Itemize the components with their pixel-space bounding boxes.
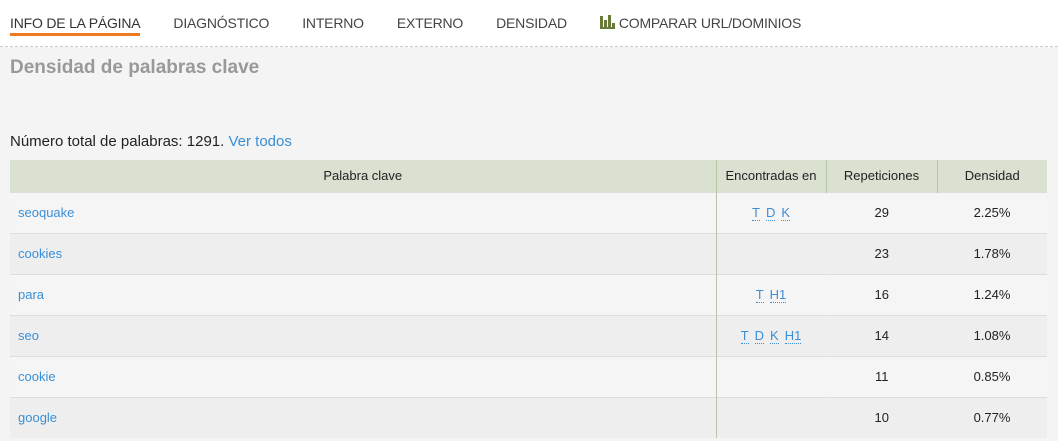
density-cell: 2.25%: [937, 191, 1047, 233]
keyword-link[interactable]: seoquake: [18, 205, 75, 220]
table-row: seo T D K H1 14 1.08%: [10, 314, 1047, 356]
keyword-cell: cookies: [10, 232, 716, 274]
tab-label: INTERNO: [302, 15, 364, 31]
found-in-cell: [715, 396, 826, 438]
header-keyword[interactable]: Palabra clave: [10, 160, 716, 192]
section-title: Densidad de palabras clave: [10, 57, 260, 78]
table-row: para T H1 16 1.24%: [10, 273, 1047, 315]
found-in-tag[interactable]: D: [765, 205, 776, 221]
tab-external[interactable]: EXTERNO: [397, 0, 463, 46]
total-words: Número total de palabras: 1291. Ver todo…: [0, 133, 1058, 160]
keyword-cell: para: [10, 273, 716, 315]
found-in-cell: T H1: [715, 273, 826, 315]
keyword-link[interactable]: seo: [18, 328, 39, 343]
see-all-link[interactable]: Ver todos: [228, 133, 292, 150]
tab-label: EXTERNO: [396, 15, 464, 31]
found-in-tag[interactable]: D: [754, 328, 765, 344]
found-in-tag[interactable]: K: [781, 205, 790, 221]
repetitions-cell: 14: [826, 314, 937, 356]
table-row: cookies 23 1.78%: [10, 232, 1047, 274]
found-in-cell: [715, 355, 826, 397]
found-in-cell: T D K H1: [715, 314, 826, 356]
keyword-cell: cookie: [10, 355, 716, 397]
keyword-link[interactable]: google: [18, 410, 58, 426]
header-found-in[interactable]: Encontradas en: [715, 160, 826, 192]
density-cell: 1.08%: [937, 314, 1047, 356]
tab-label: DENSIDAD: [496, 15, 567, 31]
header-density[interactable]: Densidad: [936, 160, 1047, 192]
keyword-link[interactable]: para: [18, 287, 45, 302]
keyword-link[interactable]: cookie: [18, 369, 56, 384]
density-cell: 0.85%: [937, 355, 1047, 397]
repetitions-cell: 11: [826, 355, 937, 397]
keyword-cell: seo: [10, 314, 716, 356]
top-nav: INFO DE LA PÁGINA DIAGNÓSTICO INTERNO EX…: [0, 0, 1058, 47]
found-in-tag[interactable]: K: [770, 328, 779, 344]
tab-page-info[interactable]: INFO DE LA PÁGINA: [10, 0, 141, 46]
table-row: cookie 11 0.85%: [10, 355, 1047, 397]
found-in-tag[interactable]: T: [751, 205, 760, 221]
tab-internal[interactable]: INTERNO: [302, 0, 364, 46]
density-cell: 0.77%: [937, 396, 1047, 438]
keyword-cell: seoquake: [10, 191, 716, 233]
tab-label: COMPARAR URL/DOMINIOS: [618, 15, 802, 31]
found-in-tag[interactable]: H1: [769, 287, 787, 303]
tab-label: DIAGNÓSTICO: [173, 15, 270, 31]
tab-density[interactable]: DENSIDAD: [496, 0, 567, 46]
tab-label: INFO DE LA PÁGINA: [10, 15, 141, 31]
tab-compare[interactable]: COMPARAR URL/DOMINIOS: [599, 0, 802, 46]
density-cell: 1.78%: [937, 232, 1047, 274]
repetitions-cell: 23: [826, 232, 937, 274]
density-cell: 1.24%: [937, 273, 1047, 315]
found-in-tag[interactable]: T: [740, 328, 749, 344]
found-in-tag[interactable]: H1: [784, 328, 802, 344]
bar-chart-icon: [599, 15, 615, 29]
keyword-cell: google: [10, 396, 716, 438]
tab-diagnostics[interactable]: DIAGNÓSTICO: [173, 0, 269, 46]
found-in-cell: [715, 232, 826, 274]
repetitions-cell: 29: [826, 191, 937, 233]
keyword-density-table: Palabra clave Encontradas en Repeticione…: [10, 160, 1047, 438]
found-in-tag[interactable]: T: [755, 287, 764, 303]
header-repetitions[interactable]: Repeticiones: [825, 160, 937, 192]
repetitions-cell: 16: [826, 273, 937, 315]
total-words-text: Número total de palabras: 1291.: [10, 133, 225, 150]
keyword-link[interactable]: cookies: [18, 246, 63, 261]
table-row: google 10 0.77%: [10, 396, 1047, 438]
repetitions-cell: 10: [826, 396, 937, 438]
